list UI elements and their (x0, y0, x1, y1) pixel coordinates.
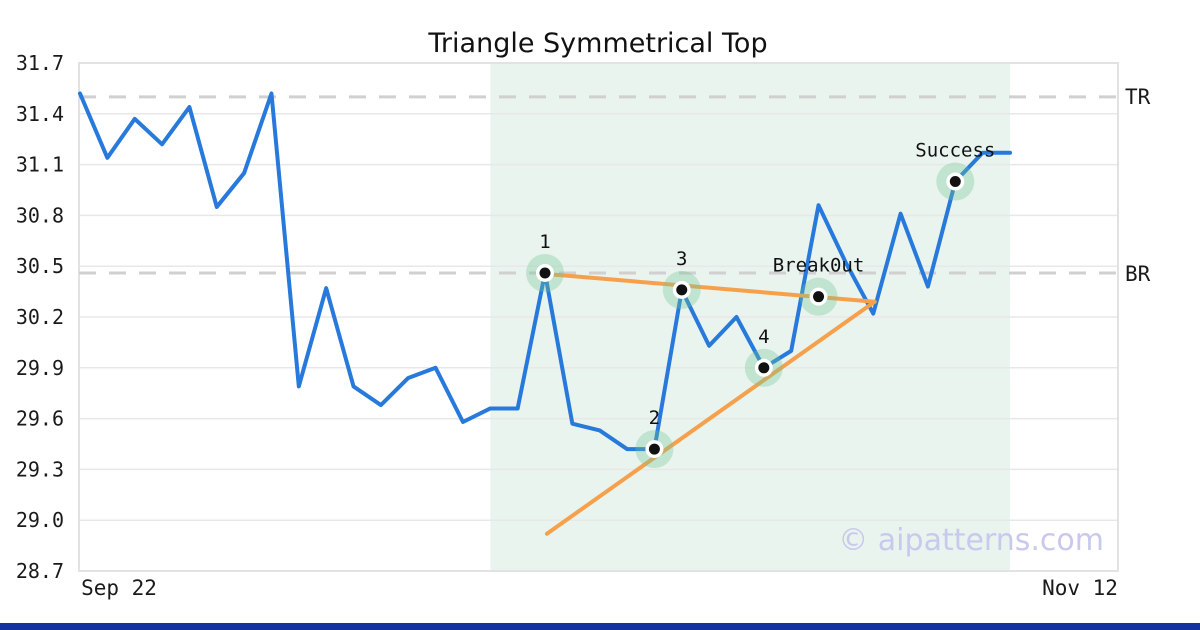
marker-dot (539, 267, 551, 279)
y-tick-label: 28.7 (16, 559, 64, 583)
level-label-br: BR (1125, 262, 1151, 286)
y-tick-label: 29.9 (16, 356, 64, 380)
y-tick-label: 29.0 (16, 508, 64, 532)
x-tick-label-left: Sep 22 (81, 576, 157, 600)
marker-label-3: 3 (676, 248, 687, 270)
y-tick-label: 30.5 (16, 254, 64, 278)
y-tick-label: 30.8 (16, 203, 64, 227)
marker-label-4: 4 (758, 326, 769, 348)
x-tick-label-right: Nov 12 (1042, 576, 1118, 600)
marker-dot (813, 291, 825, 303)
marker-dot (758, 362, 770, 374)
plot-border (78, 62, 1119, 572)
marker-label-break0ut: Break0ut (773, 255, 865, 277)
marker-label-1: 1 (539, 231, 550, 253)
marker-label-2: 2 (649, 407, 660, 429)
chart-title: Triangle Symmetrical Top (427, 28, 767, 59)
marker-dot (648, 443, 660, 455)
level-label-tr: TR (1125, 85, 1151, 109)
y-tick-label: 31.1 (16, 153, 64, 177)
watermark: © aipatterns.com (838, 523, 1104, 558)
bottom-accent-bar (0, 623, 1200, 630)
trendline-lower (544, 299, 877, 536)
y-tick-label: 29.6 (16, 407, 64, 431)
y-tick-label: 31.7 (16, 51, 64, 75)
y-tick-label: 31.4 (16, 102, 64, 126)
y-tick-label: 29.3 (16, 457, 64, 481)
marker-dot (676, 284, 688, 296)
marker-dot (949, 176, 961, 188)
marker-label-success: Success (915, 140, 995, 162)
y-tick-label: 30.2 (16, 305, 64, 329)
plot-area: 28.7 29.0 29.3 29.6 29.9 30.2 30.5 30.8 31.1 31.4… (16, 51, 1119, 583)
